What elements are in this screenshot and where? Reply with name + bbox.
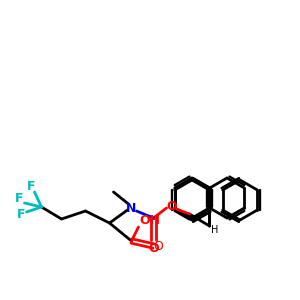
Text: O: O bbox=[166, 200, 177, 212]
Text: H: H bbox=[211, 225, 218, 235]
Text: F: F bbox=[15, 193, 24, 206]
Text: OH: OH bbox=[139, 214, 160, 227]
Text: F: F bbox=[27, 181, 36, 194]
Text: O: O bbox=[148, 242, 159, 254]
Text: F: F bbox=[17, 208, 26, 221]
Text: N: N bbox=[126, 202, 137, 214]
Text: O: O bbox=[154, 239, 164, 253]
